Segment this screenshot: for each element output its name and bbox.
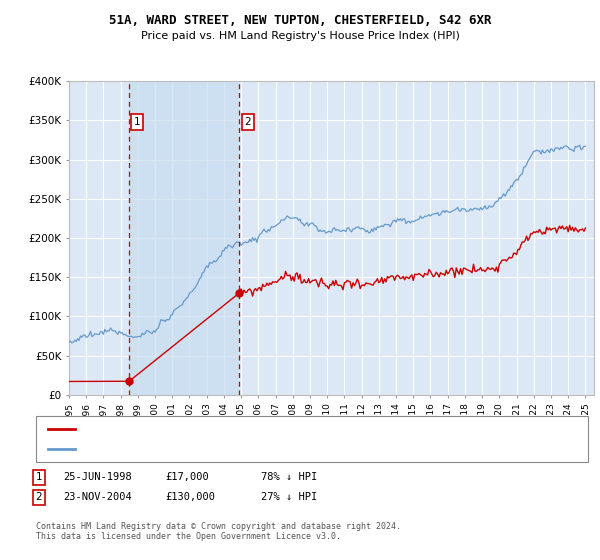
Text: 1: 1 — [134, 117, 140, 127]
Text: 23-NOV-2004: 23-NOV-2004 — [63, 492, 132, 502]
Text: 25-JUN-1998: 25-JUN-1998 — [63, 472, 132, 482]
Text: 51A, WARD STREET, NEW TUPTON, CHESTERFIELD, S42 6XR: 51A, WARD STREET, NEW TUPTON, CHESTERFIE… — [109, 14, 491, 27]
Text: 78% ↓ HPI: 78% ↓ HPI — [261, 472, 317, 482]
Text: £17,000: £17,000 — [165, 472, 209, 482]
Text: 1: 1 — [35, 472, 43, 482]
Text: 51A, WARD STREET, NEW TUPTON, CHESTERFIELD, S42 6XR (detached house): 51A, WARD STREET, NEW TUPTON, CHESTERFIE… — [81, 424, 465, 434]
Text: HPI: Average price, detached house, North East Derbyshire: HPI: Average price, detached house, Nort… — [81, 444, 370, 454]
Text: Contains HM Land Registry data © Crown copyright and database right 2024.
This d: Contains HM Land Registry data © Crown c… — [36, 522, 401, 542]
Text: Price paid vs. HM Land Registry's House Price Index (HPI): Price paid vs. HM Land Registry's House … — [140, 31, 460, 41]
Text: 27% ↓ HPI: 27% ↓ HPI — [261, 492, 317, 502]
Bar — [129, 81, 239, 395]
Text: £130,000: £130,000 — [165, 492, 215, 502]
Text: 2: 2 — [35, 492, 43, 502]
Text: 2: 2 — [245, 117, 251, 127]
